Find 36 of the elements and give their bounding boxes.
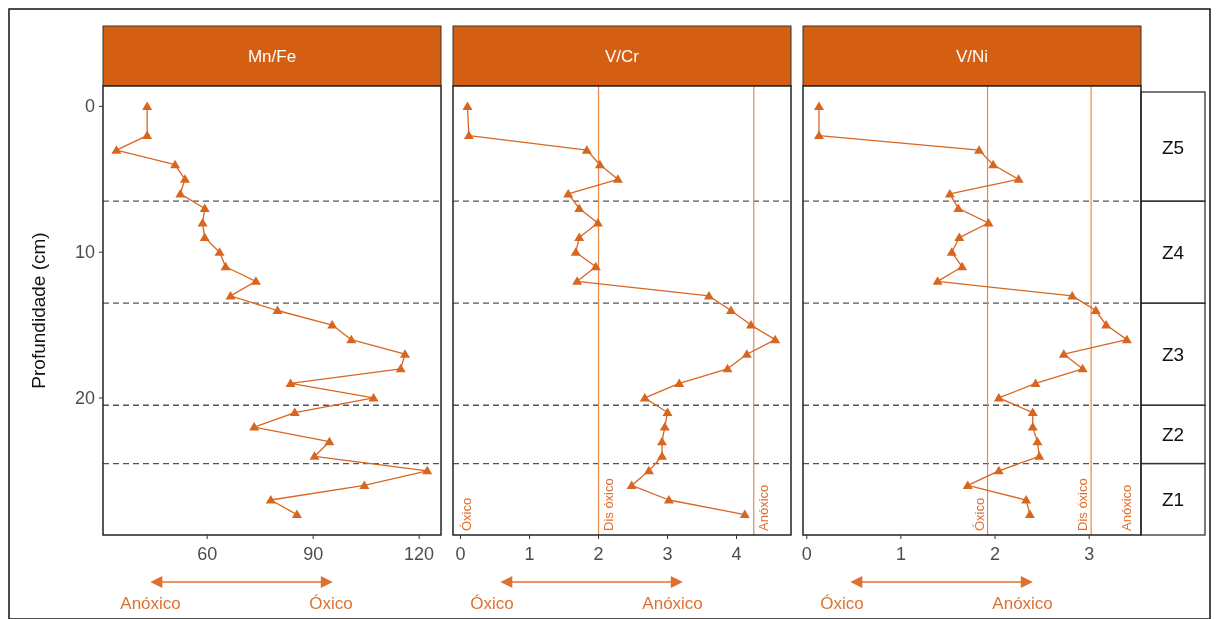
text: Z5 xyxy=(1161,136,1185,158)
text: Óxico xyxy=(820,594,864,613)
x-tick-label: 2 xyxy=(593,544,604,564)
x-tick-label: 1 xyxy=(524,544,535,564)
x-tick-label: 0 xyxy=(455,544,466,564)
text: Óxico xyxy=(309,594,353,613)
y-tick-label: 0 xyxy=(84,96,95,117)
ref-line-label: Dis óxico xyxy=(600,478,616,531)
y-axis-title: Profundidade (cm) xyxy=(28,232,49,389)
ref-line-label: Óxico xyxy=(971,497,987,531)
x-tick-label: 0 xyxy=(801,544,812,564)
y-tick-label: 20 xyxy=(74,387,95,408)
chart-title: V/Cr xyxy=(605,47,640,66)
annotation: Óxico xyxy=(459,497,474,531)
text: Anóxico xyxy=(642,594,703,613)
y-tick-label: 10 xyxy=(74,242,95,263)
annotation: Anóxico xyxy=(1119,484,1134,531)
x-tick-label: 3 xyxy=(1084,544,1095,564)
chart-title: Mn/Fe xyxy=(247,47,297,66)
x-tick-label: 3 xyxy=(662,544,673,564)
x-tick-label: 120 xyxy=(404,544,435,564)
text: Z3 xyxy=(1161,344,1185,366)
ref-line-label: Dis óxico xyxy=(1075,478,1091,531)
text: Z4 xyxy=(1161,242,1185,264)
x-tick-label: 2 xyxy=(990,544,1001,564)
ref-line-label: Anóxico xyxy=(755,484,771,531)
x-tick-label: 60 xyxy=(197,544,218,564)
text: Z2 xyxy=(1161,424,1185,446)
x-tick-label: 4 xyxy=(731,544,742,564)
text: Z1 xyxy=(1161,489,1185,511)
text: Anóxico xyxy=(120,594,181,613)
text: Óxico xyxy=(470,594,514,613)
text: Anóxico xyxy=(992,594,1053,613)
chart-title: V/Ni xyxy=(955,47,989,66)
x-tick-label: 90 xyxy=(303,544,324,564)
x-tick-label: 1 xyxy=(895,544,906,564)
